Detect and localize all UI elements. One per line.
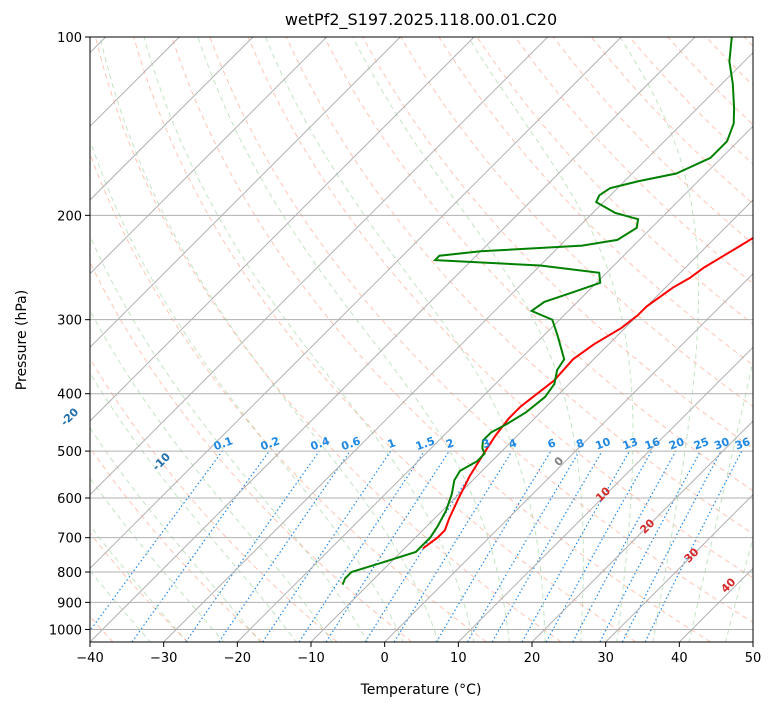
mixing-ratio-label: 13 xyxy=(621,435,640,452)
mixing-ratio-line xyxy=(185,450,320,642)
x-tick-label: −10 xyxy=(297,651,324,666)
series-line-1 xyxy=(341,37,736,585)
y-tick-label: 900 xyxy=(57,596,82,611)
moist-adiabat xyxy=(99,37,440,642)
isotherm-gridline xyxy=(163,51,753,642)
dry-adiabat xyxy=(90,152,487,642)
dry-adiabat xyxy=(209,37,753,623)
x-tick-label: 50 xyxy=(745,651,762,666)
x-tick-label: −40 xyxy=(76,651,103,666)
mixing-ratio-line xyxy=(572,450,677,642)
mixing-ratio-label: 20 xyxy=(667,435,686,453)
dry-adiabat xyxy=(171,37,711,642)
mixing-ratio-label: 6 xyxy=(546,436,558,451)
x-tick-label: −30 xyxy=(150,651,177,666)
grid xyxy=(90,37,753,642)
dry-adiabat xyxy=(90,446,263,642)
x-tick-label: 0 xyxy=(381,651,389,666)
mixing-ratio-label: 16 xyxy=(643,435,662,453)
mixing-ratio-line xyxy=(218,450,351,642)
mixing-ratio-line xyxy=(90,450,223,632)
isotherm-gridline xyxy=(90,37,622,570)
dry-adiabat xyxy=(90,532,189,642)
isotherm-gridline xyxy=(90,37,254,201)
y-tick-label: 1000 xyxy=(49,623,82,638)
isotherm-gridline xyxy=(605,493,753,642)
isotherm-gridline xyxy=(236,125,753,642)
mixing-ratio-line xyxy=(545,450,653,642)
mixing-ratio-line xyxy=(644,450,743,642)
moist-adiabat xyxy=(90,524,188,642)
plot-frame xyxy=(89,36,754,643)
x-tick-label: 20 xyxy=(524,651,541,666)
mixing-ratio-label: 8 xyxy=(574,436,586,451)
mixing-ratio-line xyxy=(521,450,631,642)
y-axis-label: Pressure (hPa) xyxy=(14,290,30,390)
x-tick-label: −20 xyxy=(224,651,251,666)
profile-series xyxy=(341,37,753,585)
mixing-ratio-line xyxy=(298,450,425,642)
mixing-ratio-label: 0.6 xyxy=(340,434,363,453)
mixing-ratio-label: 0.2 xyxy=(259,434,282,453)
dry-adiabat xyxy=(438,37,753,366)
moist-adiabat xyxy=(90,138,404,642)
mixing-ratio-label: 1 xyxy=(386,436,398,451)
y-tick-label: 800 xyxy=(57,566,82,581)
dry-adiabat xyxy=(514,37,753,285)
y-tick-label: 500 xyxy=(57,445,82,460)
isotherm-gridline xyxy=(531,420,753,642)
mixing-ratio-label: 1.5 xyxy=(414,434,437,453)
mixing-ratio-label: 0.4 xyxy=(309,434,332,453)
isotherm-gridline xyxy=(310,199,753,642)
isotherm-gridline xyxy=(90,37,549,496)
dry-adiabat xyxy=(90,357,338,642)
dry-adiabat xyxy=(247,37,753,579)
mixing-ratio-label: 2 xyxy=(444,436,456,451)
moist-adiabat xyxy=(90,569,152,642)
x-tick-label: 10 xyxy=(450,651,467,666)
mixing-ratio-line xyxy=(262,450,392,642)
mixing-ratio-line xyxy=(131,450,270,642)
mixing-ratio-label: 36 xyxy=(733,435,752,453)
mixing-ratio-label: 3 xyxy=(480,436,492,451)
y-axis: 100 200 300 400 500 600 700 800 900 1000 xyxy=(49,31,90,638)
mixing-ratio-line xyxy=(393,450,513,642)
y-tick-label: 300 xyxy=(57,314,82,329)
isotherm-gridline xyxy=(90,37,328,275)
plot-area xyxy=(90,37,753,642)
mixing-ratio-label: 10 xyxy=(594,435,613,453)
y-tick-label: 400 xyxy=(57,388,82,403)
mixing-ratio-label: 30 xyxy=(712,435,731,453)
moist-adiabat xyxy=(90,427,261,642)
x-axis: −40 −30 −20 −10 0 10 20 30 40 50 xyxy=(76,642,761,666)
chart-title: wetPf2_S197.2025.118.00.01.C20 xyxy=(285,10,557,30)
mixing-ratio-label: 25 xyxy=(692,435,711,452)
isotherm-gridline xyxy=(90,37,475,422)
moist-adiabat xyxy=(90,235,369,642)
dry-adiabat xyxy=(285,37,753,535)
y-tick-label: 700 xyxy=(57,532,82,547)
y-tick-label: 100 xyxy=(57,31,82,46)
dry-adiabat xyxy=(95,37,562,642)
isotherm-gridline xyxy=(90,37,696,642)
moist-adiabat xyxy=(265,37,546,642)
mixing-ratio-label: 0.1 xyxy=(212,434,235,453)
isotherm-gridline xyxy=(457,346,753,642)
y-tick-label: 600 xyxy=(57,492,82,507)
moist-adiabat xyxy=(143,37,475,642)
y-tick-label: 200 xyxy=(57,209,82,224)
moist-adiabat xyxy=(619,37,699,642)
x-tick-label: 30 xyxy=(597,651,614,666)
isotherm-gridline xyxy=(90,37,401,349)
mixing-ratio-label: 4 xyxy=(507,436,519,451)
x-axis-label: Temperature (°C) xyxy=(360,682,482,698)
isotherm-gridline xyxy=(384,272,753,642)
moist-adiabat xyxy=(467,37,634,642)
x-tick-label: 40 xyxy=(671,651,688,666)
